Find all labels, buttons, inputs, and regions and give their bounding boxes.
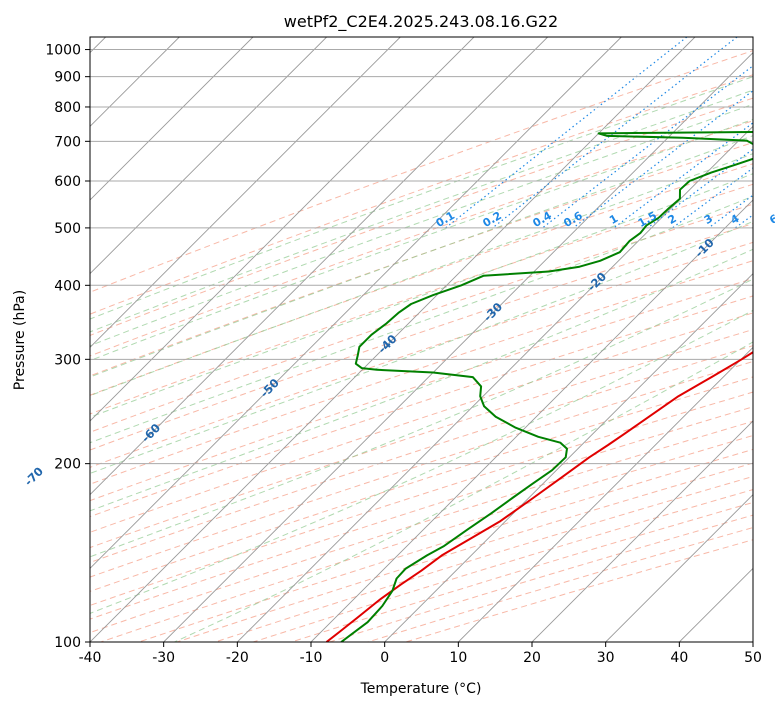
x-tick-label: -20 [226,650,249,666]
moist-adiabat [90,173,753,418]
isotherm-line [237,125,753,642]
isotherm-line [90,37,696,642]
background-lines [90,37,753,642]
isotherm-line [752,641,753,642]
dry-adiabat [90,50,753,293]
y-tick-label: 500 [54,221,81,237]
sounding-traces [325,130,753,642]
x-tick-label: 40 [670,650,688,666]
isotherm-line [605,494,753,642]
mixing-ratio-line [492,37,738,229]
isotherm-line [90,37,401,348]
x-tick-label: 50 [744,650,762,666]
dry-adiabat [90,142,753,377]
x-tick-label: 10 [449,650,467,666]
mixing-ratio-line [672,167,753,229]
mixing-ratio-line [445,37,688,229]
temperature-trace [325,350,753,642]
moist-adiabat [90,248,753,512]
moist-adiabat [90,195,753,444]
dry-adiabat [90,360,753,578]
y-tick-label: 300 [54,352,81,368]
y-tick-label: 200 [54,457,81,473]
x-tick-label: 30 [597,650,615,666]
isotherm-label: -70 [21,464,46,489]
y-tick-label: 900 [54,70,81,86]
moist-adiabat [90,309,753,614]
y-axis-label: Pressure (hPa) [12,290,28,390]
y-tick-label: 1000 [45,43,81,59]
dry-adiabat [90,223,753,451]
mixing-ratio-label: 6 [767,212,775,227]
isotherm-line [90,37,327,275]
isotherm-line [90,37,475,422]
dry-adiabat [90,328,753,549]
moist-adiabat [174,341,753,642]
y-tick-label: 600 [54,174,81,190]
isotherm-line [90,37,254,201]
y-tick-label: 800 [54,100,81,116]
mixing-ratio-line [572,89,753,229]
x-tick-label: 0 [380,650,389,666]
plot-frame [89,36,754,643]
isotherm-line [531,420,753,642]
dry-adiabat [90,260,753,485]
dry-adiabat [90,74,753,315]
dry-adiabat [90,163,753,396]
pressure-gridlines [90,49,753,642]
isotherm-line [90,37,622,569]
moist-adiabat [90,153,753,397]
mixing-ratio-line [647,148,753,229]
moist-adiabat [90,278,753,558]
chart-title: wetPf2_C2E4.2025.243.08.16.G22 [284,12,558,32]
x-axis-label: Temperature (°C) [360,681,482,697]
axes: -40 -30 -20 -10 0 10 20 30 40 50 100 200 300 400 500 60… [45,43,762,666]
dewpoint-trace [340,130,753,642]
isotherm-line [458,346,753,642]
dry-adiabat [90,97,753,336]
moist-adiabat [90,76,753,320]
isotherm-line [90,37,548,496]
dry-adiabat [90,278,753,502]
moist-adiabat [90,89,753,333]
isotherm-line [310,199,753,642]
isotherm-line [384,273,753,642]
x-tick-label: -40 [79,650,102,666]
dry-adiabat [90,312,753,533]
y-tick-label: 100 [54,635,81,651]
y-tick-label: 400 [54,278,81,294]
moist-adiabat [90,135,753,378]
moist-adiabat [90,118,753,362]
x-tick-label: -10 [300,650,323,666]
x-tick-label: -30 [152,650,175,666]
dry-adiabat [90,391,753,606]
x-tick-label: 20 [523,650,541,666]
plot-background [90,37,753,642]
y-tick-label: 700 [54,134,81,150]
